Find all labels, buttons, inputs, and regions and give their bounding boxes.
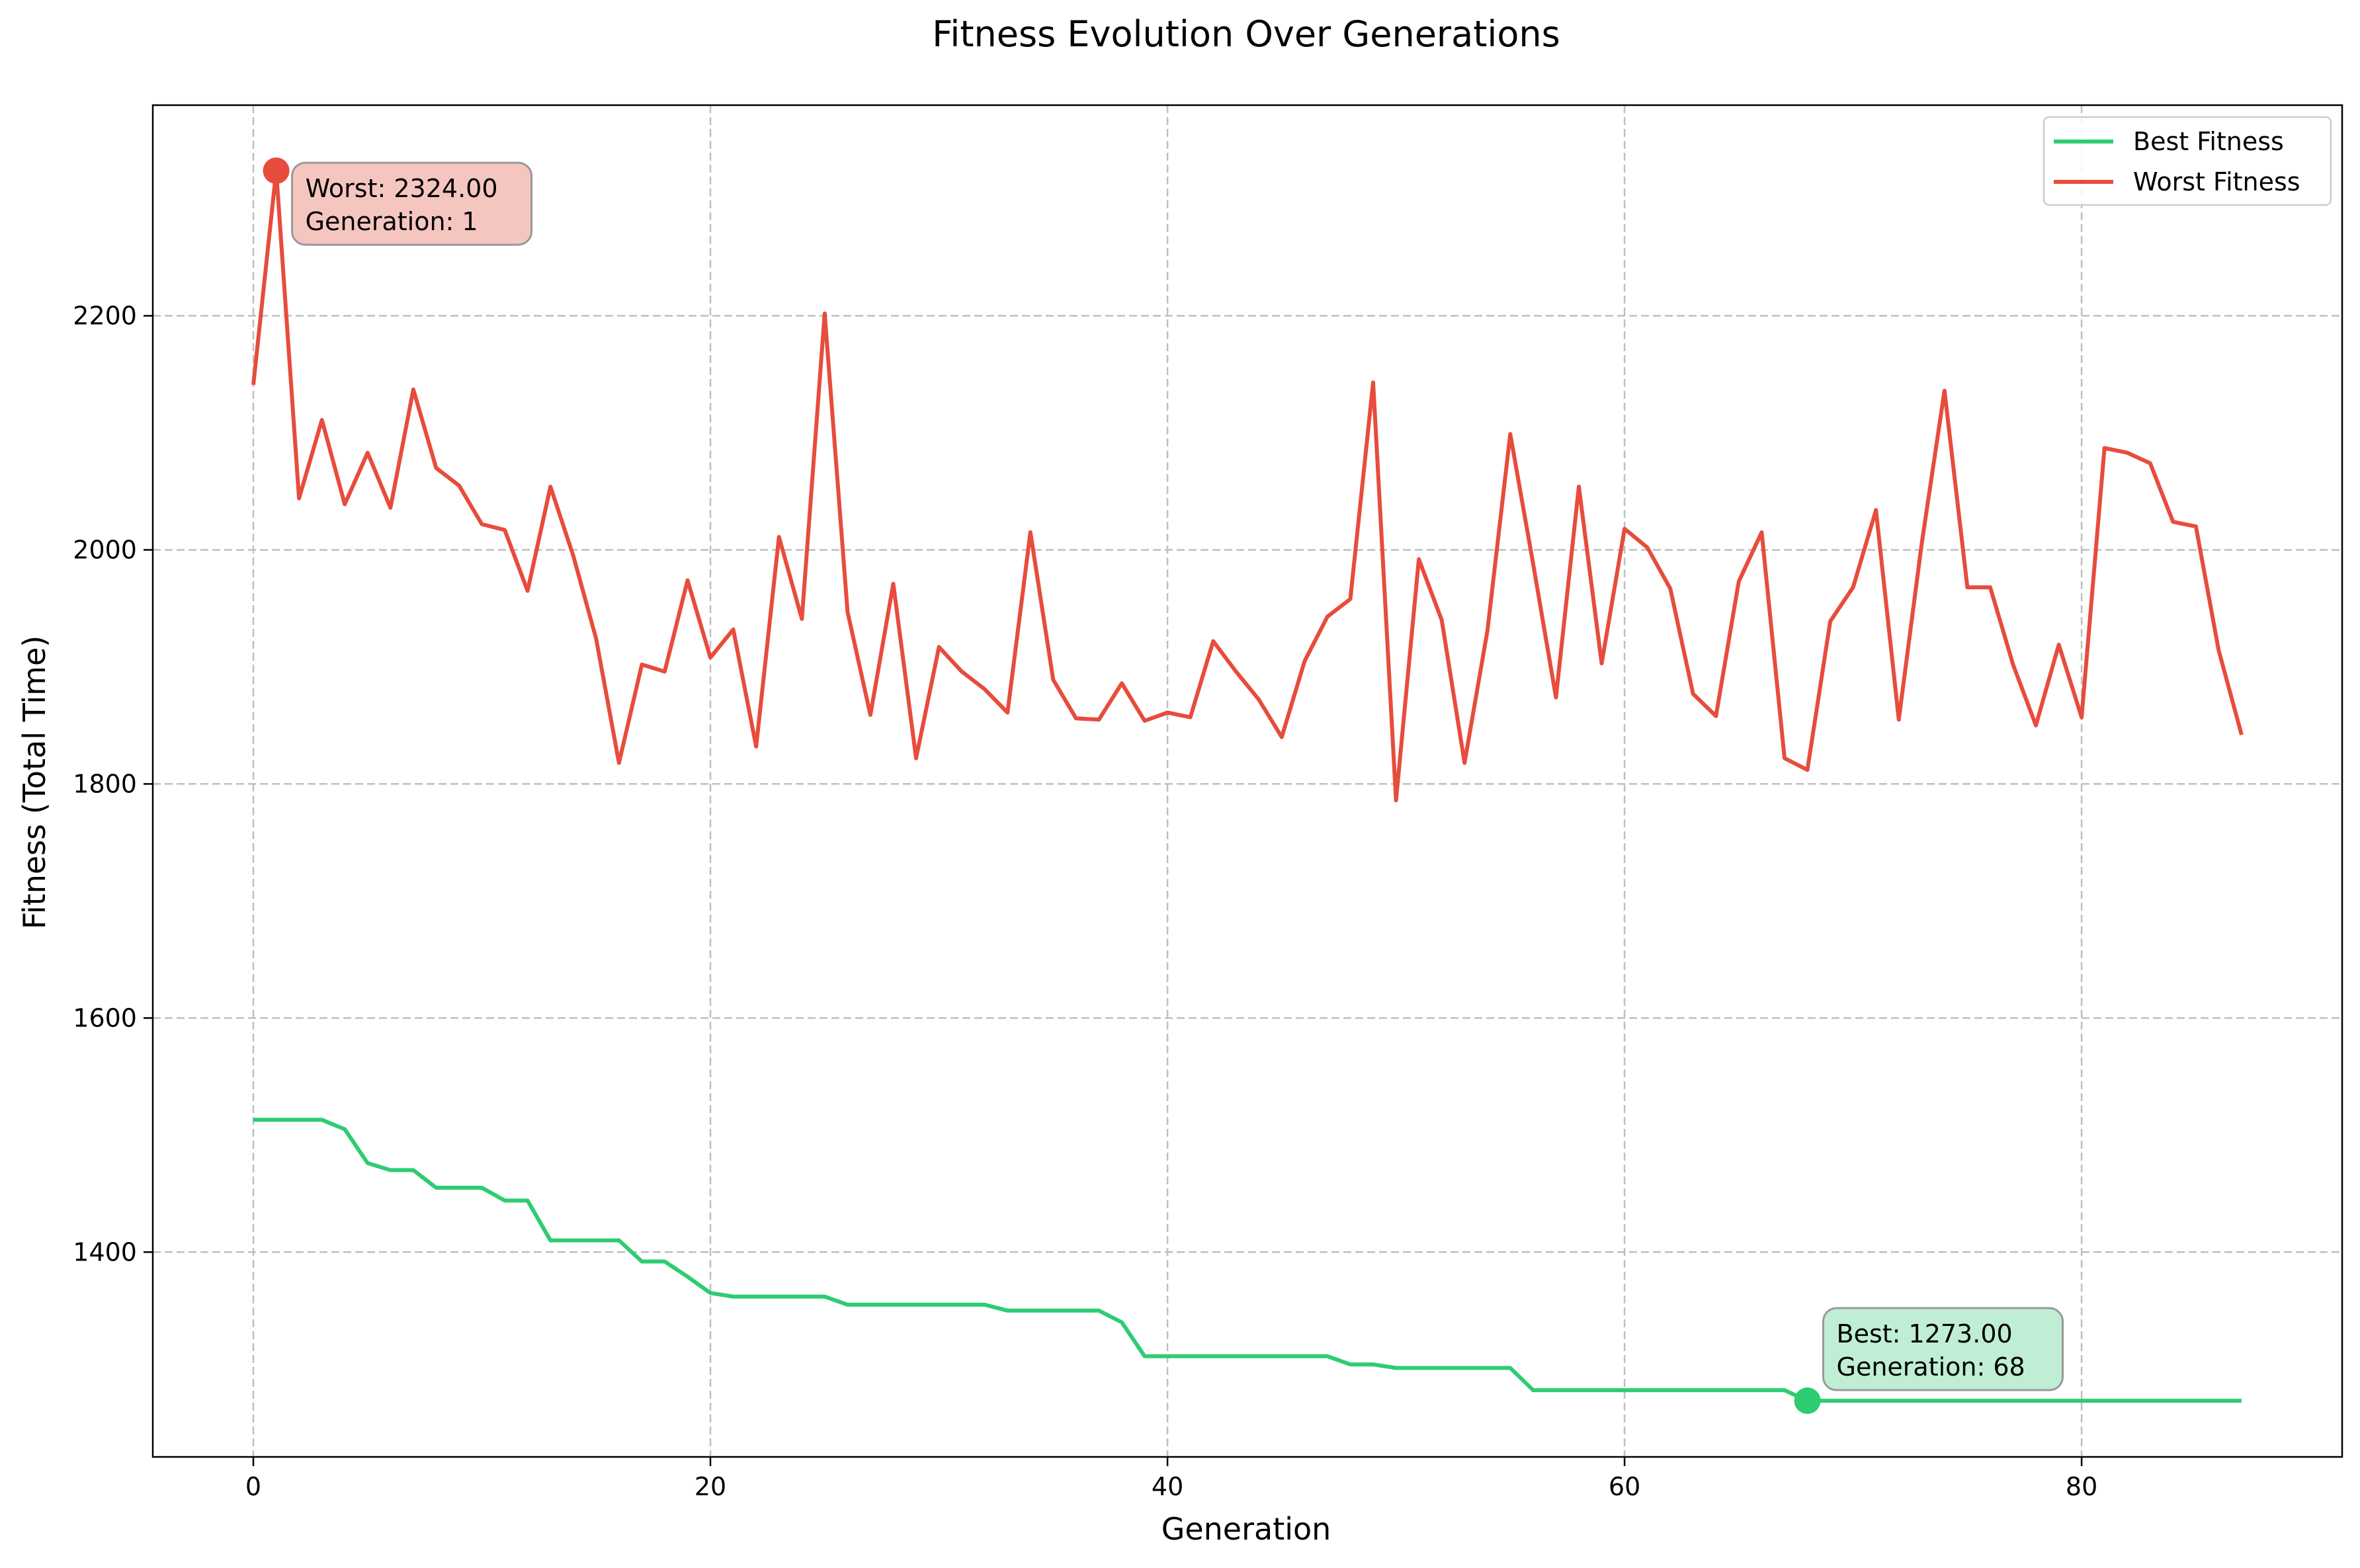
annotation-box: [291, 161, 533, 246]
x-tick-label: 80: [2066, 1472, 2097, 1501]
annotation-box: [1822, 1307, 2064, 1391]
best-fitness-line: [253, 1118, 2242, 1403]
y-tick-label: 2200: [73, 302, 137, 331]
annotation-text-line2: Generation: 68: [1837, 1352, 2025, 1382]
x-tick-label: 0: [245, 1472, 261, 1501]
y-tick-label: 2000: [73, 535, 137, 564]
x-tick-label: 40: [1152, 1472, 1183, 1501]
legend-label: Best Fitness: [2133, 127, 2284, 156]
chart-title: Fitness Evolution Over Generations: [932, 13, 1560, 55]
y-tick-label: 1600: [73, 1003, 137, 1032]
annotation-text-line1: Best: 1273.00: [1837, 1319, 2013, 1348]
grid-lines: [153, 105, 2342, 1457]
y-tick-label: 1400: [73, 1237, 137, 1266]
y-axis-label: Fitness (Total Time): [17, 636, 52, 929]
legend: Best Fitness Worst Fitness: [2043, 116, 2332, 206]
annotation-marker: [1794, 1387, 1821, 1415]
x-tick-label: 60: [1609, 1472, 1640, 1501]
annotation-text-line2: Generation: 1: [306, 207, 478, 236]
annotation-marker: [263, 157, 290, 185]
legend-box: [2043, 116, 2332, 206]
annotation-text-line1: Worst: 2324.00: [306, 174, 498, 203]
worst-fitness-line: [251, 169, 2244, 803]
x-tick-label: 20: [695, 1472, 726, 1501]
y-tick-label: 1800: [73, 769, 137, 798]
legend-label: Worst Fitness: [2133, 167, 2300, 196]
x-axis-label: Generation: [1161, 1511, 1331, 1547]
plot-frame: [151, 104, 2343, 1458]
